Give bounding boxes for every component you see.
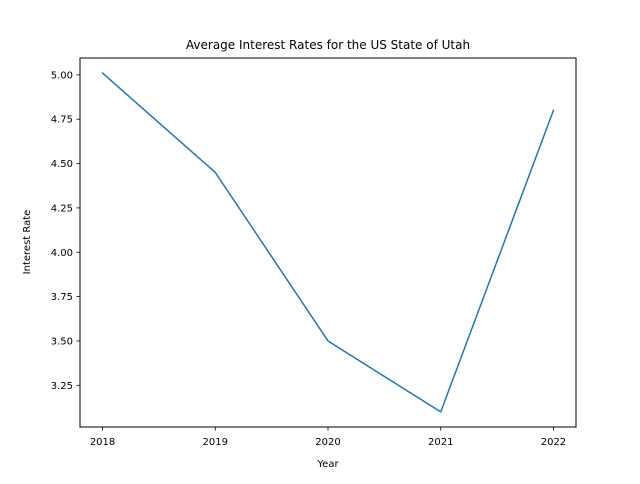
x-tick-label: 2021 — [428, 437, 453, 448]
y-tick-label: 3.75 — [51, 292, 73, 303]
y-axis-label: Interest Rate — [22, 210, 33, 275]
y-tick-label: 4.00 — [51, 248, 73, 259]
y-tick-label: 3.25 — [51, 381, 73, 392]
y-tick-label: 3.50 — [51, 336, 73, 347]
x-tick-label: 2020 — [315, 437, 340, 448]
x-tick-label: 2018 — [90, 437, 115, 448]
x-axis-label: Year — [316, 459, 339, 470]
y-tick-label: 5.00 — [51, 70, 73, 81]
y-tick-label: 4.50 — [51, 159, 73, 170]
y-tick-label: 4.25 — [51, 203, 73, 214]
x-tick-label: 2019 — [203, 437, 228, 448]
x-tick-label: 2022 — [541, 437, 566, 448]
y-tick-label: 4.75 — [51, 115, 73, 126]
chart-title: Average Interest Rates for the US State … — [186, 38, 470, 52]
